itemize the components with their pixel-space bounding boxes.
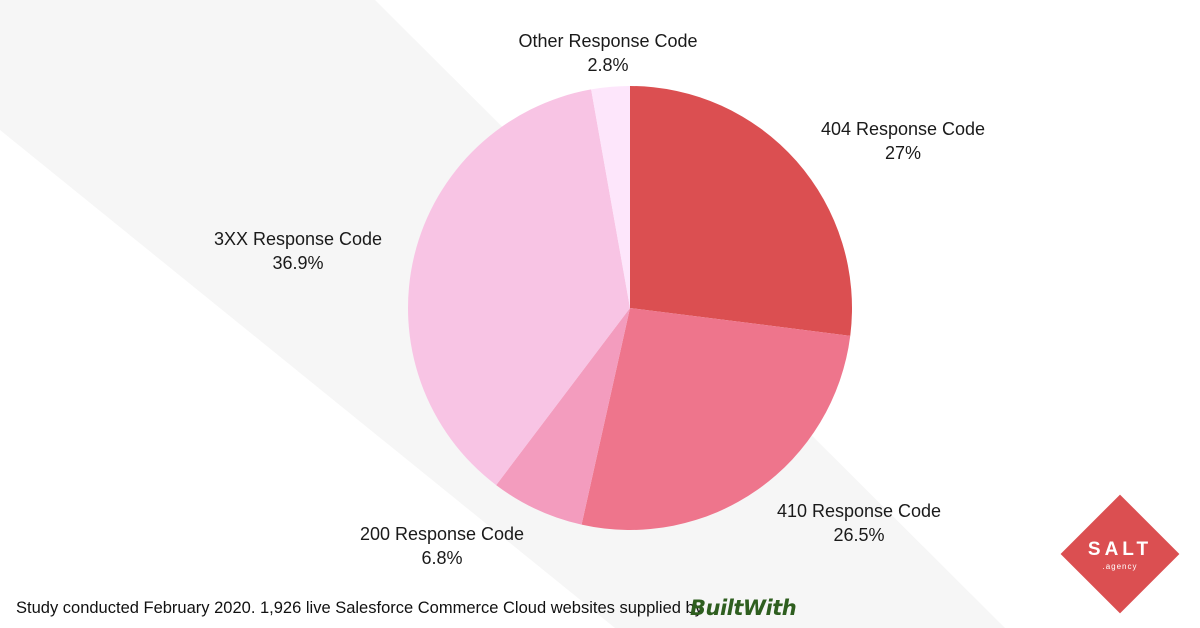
salt-logo-text: SALT [1087, 539, 1153, 560]
pie-slices [408, 86, 852, 530]
pie-slice-1 [630, 86, 852, 336]
pie-slice-3 [496, 308, 630, 525]
footer-note: Study conducted February 2020. 1,926 liv… [16, 599, 703, 617]
slice-value-label-1: 27% [885, 143, 921, 163]
pie-slice-5 [591, 86, 630, 308]
salt-logo-subtext: .agency [1102, 562, 1138, 571]
slice-label-2: 410 Response Code [777, 501, 941, 521]
slice-label-3: 200 Response Code [360, 524, 524, 544]
pie-labels: 404 Response Code 27% 410 Response Code 26.… [214, 31, 985, 568]
slice-value-label-5: 2.8% [587, 55, 628, 75]
slice-value-label-3: 6.8% [421, 548, 462, 568]
builtwith-logo: BuiltWith [690, 596, 797, 620]
slice-label-5: Other Response Code [518, 31, 697, 51]
slice-label-4: 3XX Response Code [214, 229, 382, 249]
slice-label-1: 404 Response Code [821, 119, 985, 139]
pie-slice-4 [408, 89, 630, 486]
pie-slice-2 [581, 308, 851, 530]
slice-value-label-2: 26.5% [833, 525, 884, 545]
slice-value-label-4: 36.9% [272, 253, 323, 273]
salt-agency-logo: SALT .agency [1060, 494, 1180, 614]
